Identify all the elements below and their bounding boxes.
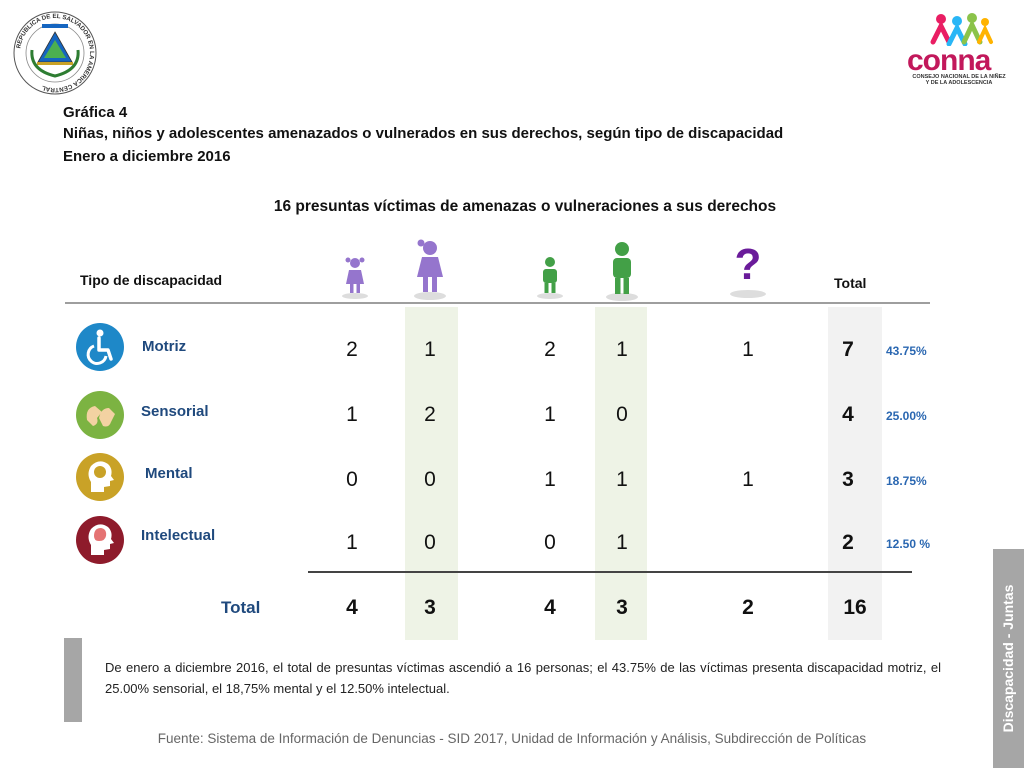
conna-subtitle-line-1: CONSEJO NACIONAL DE LA NIÑEZ xyxy=(912,74,1006,80)
conna-logo: conna CONSEJO NACIONAL DE LA NIÑEZ Y DE … xyxy=(905,12,1010,87)
header-divider xyxy=(65,302,930,304)
unknown-sex-column-header: ? xyxy=(725,240,771,300)
totals-label: Total xyxy=(221,598,261,617)
row-percentage: 43.75% xyxy=(886,344,927,358)
adolescent-female-icon xyxy=(414,239,446,300)
column-highlight-adolescent-female xyxy=(405,307,458,640)
header-total: Total xyxy=(834,275,867,291)
header-disability-type: Tipo de discapacidad xyxy=(80,272,223,288)
sign-language-icon xyxy=(76,391,124,439)
source-citation: Fuente: Sistema de Información de Denunc… xyxy=(157,731,867,746)
table-cell: 2 xyxy=(424,403,436,426)
row-total: 4 xyxy=(842,403,854,426)
row-label-motriz: Motriz xyxy=(142,338,187,355)
table-cell: 1 xyxy=(742,338,754,361)
table-cell: 1 xyxy=(616,468,628,491)
table-cell: 1 xyxy=(346,403,358,426)
chart-period: Enero a diciembre 2016 xyxy=(63,148,231,165)
summary-note: De enero a diciembre 2016, el total de p… xyxy=(105,660,941,696)
column-total: 4 xyxy=(544,596,556,619)
table-cell: 1 xyxy=(544,468,556,491)
table-cell: 1 xyxy=(424,338,436,361)
table-cell: 0 xyxy=(616,403,628,426)
wheelchair-icon xyxy=(76,323,124,371)
column-total: 3 xyxy=(424,596,436,619)
conna-subtitle: CONSEJO NACIONAL DE LA NIÑEZ Y DE LA ADO… xyxy=(907,74,1011,86)
section-side-tab: Discapacidad - Juntas xyxy=(993,549,1024,768)
head-profile-icon xyxy=(76,453,124,501)
chart-number: Gráfica 4 xyxy=(63,104,128,121)
table-cell: 1 xyxy=(346,531,358,554)
column-total: 2 xyxy=(742,596,754,619)
row-label-mental: Mental xyxy=(145,465,193,482)
children-group-icon xyxy=(930,13,993,47)
girl-icon xyxy=(342,257,368,299)
row-label-sensorial: Sensorial xyxy=(141,403,209,420)
row-total: 3 xyxy=(842,468,854,491)
row-total: 7 xyxy=(842,338,854,361)
el-salvador-seal-icon: REPUBLICA DE EL SALVADOR EN LA AMERICA C… xyxy=(13,11,97,95)
table-cell: 1 xyxy=(544,403,556,426)
question-mark-symbol: ? xyxy=(734,240,762,289)
table-cell: 2 xyxy=(544,338,556,361)
totals-divider xyxy=(308,571,912,573)
column-highlight-adolescent-male xyxy=(595,307,647,640)
column-total: 4 xyxy=(346,596,358,619)
column-total: 3 xyxy=(616,596,628,619)
grand-total: 16 xyxy=(843,596,867,619)
conna-subtitle-line-2: Y DE LA ADOLESCENCIA xyxy=(925,80,993,86)
row-percentage: 12.50 % xyxy=(886,537,931,551)
conna-wordmark: conna xyxy=(907,44,991,77)
table-cell: 2 xyxy=(346,338,358,361)
chart-subtitle: 16 presuntas víctimas de amenazas o vuln… xyxy=(273,198,777,215)
table-cell: 0 xyxy=(424,531,436,554)
adolescent-male-icon xyxy=(606,242,638,301)
chart-title: Niñas, niños y adolescentes amenazados o… xyxy=(63,125,784,142)
table-cell: 1 xyxy=(742,468,754,491)
row-label-intelectual: Intelectual xyxy=(141,527,216,544)
table-cell: 1 xyxy=(616,531,628,554)
table-cell: 0 xyxy=(424,468,436,491)
section-side-tab-label: Discapacidad - Juntas xyxy=(1000,584,1016,733)
row-percentage: 25.00% xyxy=(886,409,927,423)
row-percentage: 18.75% xyxy=(886,474,927,488)
note-accent-bar xyxy=(64,638,82,722)
boy-icon xyxy=(537,257,563,299)
question-mark-icon xyxy=(730,290,766,298)
brain-head-icon xyxy=(76,516,124,564)
table-cell: 0 xyxy=(346,468,358,491)
column-highlight-total xyxy=(828,307,882,640)
table-cell: 0 xyxy=(544,531,556,554)
row-total: 2 xyxy=(842,531,854,554)
table-cell: 1 xyxy=(616,338,628,361)
